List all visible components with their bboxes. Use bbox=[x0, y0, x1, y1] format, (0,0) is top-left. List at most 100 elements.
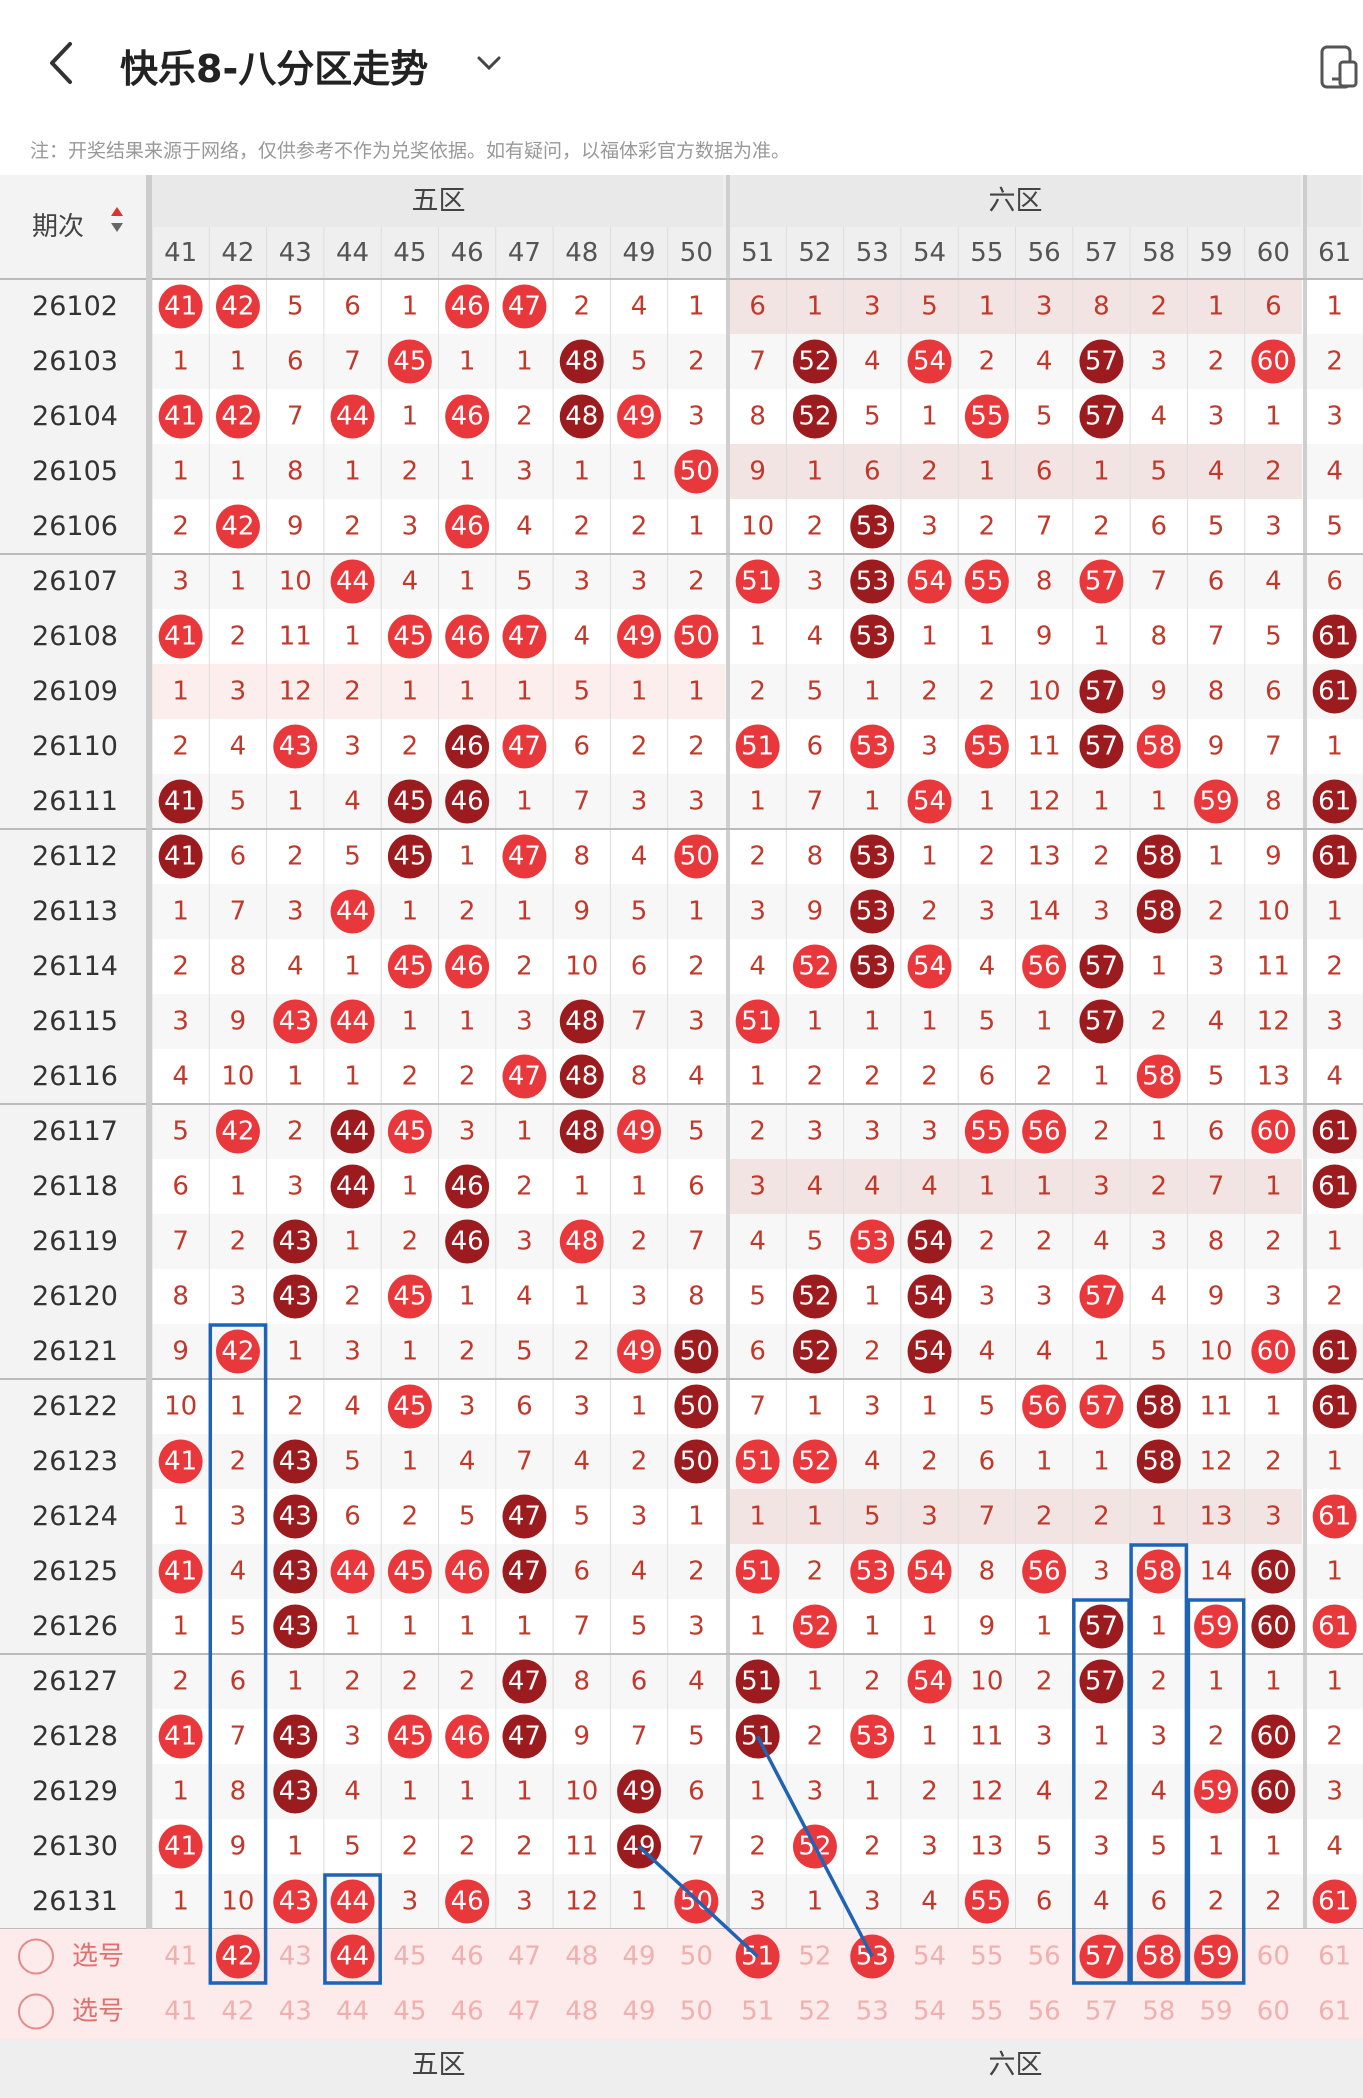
issue-number: 26127 bbox=[32, 1666, 118, 1697]
selected-ball[interactable] bbox=[1194, 1934, 1239, 1979]
draw-ball bbox=[158, 394, 203, 439]
miss-count: 3 bbox=[1036, 1282, 1053, 1312]
selected-ball[interactable] bbox=[1079, 1934, 1124, 1979]
issue-number: 26128 bbox=[32, 1721, 118, 1752]
miss-count: 2 bbox=[631, 1447, 648, 1477]
draw-ball bbox=[215, 1109, 260, 1154]
issue-number: 26105 bbox=[32, 456, 118, 487]
ball-number: 46 bbox=[451, 1172, 484, 1202]
select-number: 60 bbox=[1257, 1997, 1290, 2027]
selected-ball[interactable] bbox=[215, 1934, 260, 1979]
select-number: 44 bbox=[336, 1997, 369, 2027]
miss-count: 5 bbox=[1036, 1832, 1053, 1862]
miss-count: 3 bbox=[459, 1117, 476, 1147]
draw-ball bbox=[273, 999, 318, 1044]
miss-count: 2 bbox=[1150, 1007, 1167, 1037]
draw-ball bbox=[1312, 1164, 1357, 1209]
miss-count: 4 bbox=[230, 1557, 247, 1587]
ball-number: 57 bbox=[1085, 567, 1118, 597]
selected-ball[interactable] bbox=[1136, 1934, 1181, 1979]
miss-count: 2 bbox=[516, 402, 533, 432]
miss-count: 2 bbox=[459, 1337, 476, 1367]
draw-ball bbox=[1251, 1769, 1296, 1814]
draw-ball bbox=[1079, 339, 1124, 384]
miss-count: 9 bbox=[1208, 732, 1225, 762]
ball-number: 54 bbox=[913, 347, 946, 377]
ball-number: 60 bbox=[1257, 1117, 1290, 1147]
miss-count: 2 bbox=[1208, 897, 1225, 927]
phone-icon[interactable] bbox=[1318, 44, 1360, 90]
back-arrow-icon[interactable] bbox=[44, 40, 80, 86]
miss-count: 9 bbox=[1208, 1282, 1225, 1312]
miss-count: 13 bbox=[970, 1832, 1003, 1862]
draw-ball bbox=[387, 834, 432, 879]
draw-ball bbox=[330, 394, 375, 439]
ball-number: 54 bbox=[913, 1282, 946, 1312]
miss-count: 3 bbox=[749, 897, 766, 927]
sort-icon[interactable] bbox=[111, 207, 123, 216]
select-radio[interactable] bbox=[18, 1993, 54, 2030]
issue-number: 26107 bbox=[32, 566, 118, 597]
annotation-box bbox=[1186, 1598, 1246, 1985]
select-number: 56 bbox=[1028, 1942, 1061, 1972]
miss-count: 3 bbox=[807, 1777, 824, 1807]
column-number: 61 bbox=[1318, 238, 1351, 268]
miss-count: 1 bbox=[230, 1172, 247, 1202]
miss-count: 1 bbox=[864, 787, 881, 817]
draw-ball bbox=[907, 1219, 952, 1264]
draw-ball bbox=[1251, 1604, 1296, 1649]
ball-number: 51 bbox=[741, 1557, 774, 1587]
miss-count: 1 bbox=[287, 1337, 304, 1367]
select-number: 47 bbox=[508, 1997, 541, 2027]
miss-count: 6 bbox=[573, 732, 590, 762]
miss-count: 10 bbox=[1257, 897, 1290, 927]
select-radio[interactable] bbox=[18, 1938, 54, 1975]
miss-count: 5 bbox=[979, 1392, 996, 1422]
miss-count: 2 bbox=[573, 512, 590, 542]
ball-number: 44 bbox=[336, 1887, 369, 1917]
ball-number: 61 bbox=[1318, 1612, 1351, 1642]
miss-count: 1 bbox=[631, 457, 648, 487]
ball-number: 53 bbox=[856, 1227, 889, 1257]
draw-ball bbox=[735, 1439, 780, 1484]
miss-count: 3 bbox=[230, 677, 247, 707]
draw-ball bbox=[502, 1659, 547, 1704]
ball-number: 45 bbox=[393, 1722, 426, 1752]
draw-ball bbox=[1136, 889, 1181, 934]
miss-count: 1 bbox=[230, 1392, 247, 1422]
miss-count: 1 bbox=[749, 1062, 766, 1092]
miss-count: 1 bbox=[230, 567, 247, 597]
page-title[interactable]: 快乐8-八分区走势 bbox=[120, 47, 429, 91]
table-row bbox=[152, 1214, 1363, 1269]
miss-count: 6 bbox=[344, 292, 361, 322]
column-number: 57 bbox=[1085, 238, 1118, 268]
miss-count: 8 bbox=[1265, 787, 1282, 817]
draw-ball bbox=[907, 339, 952, 384]
miss-count: 14 bbox=[1200, 1557, 1233, 1587]
table-row bbox=[152, 774, 1363, 829]
miss-count: 1 bbox=[402, 897, 419, 927]
miss-count: 6 bbox=[688, 1172, 705, 1202]
miss-count: 1 bbox=[402, 1337, 419, 1367]
selected-ball[interactable] bbox=[330, 1934, 375, 1979]
miss-count: 2 bbox=[1093, 512, 1110, 542]
ball-number: 57 bbox=[1085, 347, 1118, 377]
miss-count: 7 bbox=[1208, 622, 1225, 652]
issue-number: 26117 bbox=[32, 1116, 118, 1147]
draw-ball bbox=[674, 1384, 719, 1429]
miss-count: 2 bbox=[749, 1832, 766, 1862]
draw-ball bbox=[792, 1274, 837, 1319]
ball-number: 45 bbox=[393, 347, 426, 377]
miss-count: 3 bbox=[287, 1172, 304, 1202]
miss-count: 2 bbox=[979, 842, 996, 872]
miss-count: 2 bbox=[807, 512, 824, 542]
ball-number: 61 bbox=[1318, 842, 1351, 872]
miss-count: 2 bbox=[230, 1227, 247, 1257]
ball-number: 45 bbox=[393, 1117, 426, 1147]
draw-ball bbox=[502, 834, 547, 879]
draw-ball bbox=[1136, 1054, 1181, 1099]
draw-ball bbox=[273, 1604, 318, 1649]
draw-ball bbox=[502, 1549, 547, 1594]
chevron-down-icon[interactable] bbox=[474, 52, 504, 74]
draw-ball bbox=[158, 1714, 203, 1759]
